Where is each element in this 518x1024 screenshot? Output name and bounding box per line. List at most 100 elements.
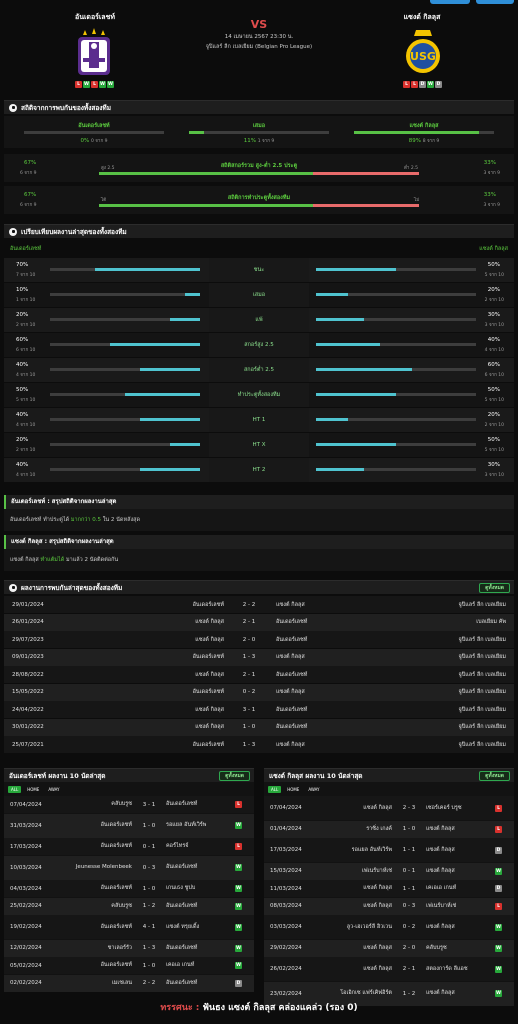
result-row[interactable]: 10/03/2024 Jeunesse Molenbeek 0 - 3 อันเดอร… [4, 855, 254, 880]
home-team-name[interactable]: อันเดอร์เลชท์ [75, 13, 115, 21]
home-team[interactable]: แซงต์ กิลลุส [195, 636, 224, 643]
view-all-h2h-button[interactable]: ดูทั้งหมด [479, 583, 510, 593]
result-row[interactable]: 07/04/2024 คลับบรูซ 3 - 1 อันเดอร์เลชท์ L [4, 796, 254, 813]
home-team[interactable]: เมเชเลน [111, 979, 132, 986]
home-team[interactable]: แซงต์ กิลลุส [195, 619, 224, 625]
home-team[interactable]: เฟเนร์บาห์เช่ [361, 867, 392, 874]
away-team[interactable]: เซอร์เคอร์ บรูซ [426, 804, 462, 811]
home-team[interactable]: อันเดอร์เลชท์ [192, 689, 224, 695]
away-team[interactable]: คอร์ไทรจ์ [166, 843, 189, 849]
competition[interactable]: จูปิแลร์ ลีก เบลเยียม [458, 601, 506, 608]
result-row[interactable]: 08/03/2024 แซงต์ กิลลุส 0 - 3 เฟเนร์บาห์เช่… [264, 897, 514, 915]
h2h-row[interactable]: 28/08/2022 แซงต์ กิลลุส 2 - 1 อันเดอร์เลชท์… [4, 666, 514, 683]
home-team[interactable]: ราซิ่ง เกงค์ [366, 825, 392, 832]
competition[interactable]: จูปิแลร์ ลีก เบลเยียม [458, 741, 506, 748]
view-all-away-button[interactable]: ดูทั้งหมด [479, 771, 510, 781]
h2h-row[interactable]: 25/07/2021 อันเดอร์เลชท์ 1 - 3 แซงต์ กิลลุส… [4, 736, 514, 753]
home-team[interactable]: ชาเลอร์รัว [107, 944, 132, 951]
competition[interactable]: จูปิแลร์ ลีก เบลเยียม [458, 706, 506, 713]
away-team[interactable]: คลับบรูซ [426, 944, 447, 951]
top-button-right[interactable] [476, 0, 514, 4]
away-team[interactable]: อันเดอร์เลชท์ [276, 619, 308, 625]
away-team-logo[interactable]: USG [402, 28, 444, 78]
result-row[interactable]: 17/03/2024 รอแยล อันท์เวิร์พ 1 - 1 แซงต์ กิ… [264, 838, 514, 862]
competition[interactable]: จูปิแลร์ ลีก เบลเยียม [458, 654, 506, 660]
view-all-home-button[interactable]: ดูทั้งหมด [219, 771, 250, 781]
away-team[interactable]: แซงต์ กิลลุส [426, 846, 455, 853]
filter-tab-home[interactable]: HOME [287, 787, 300, 792]
result-row[interactable]: 11/03/2024 แซงต์ กิลลุส 1 - 1 เคเอเอ เกนท์ D [264, 880, 514, 897]
away-team[interactable]: แซงต์ กิลลุส [276, 601, 305, 608]
filter-tab-all[interactable]: ALL [268, 786, 282, 793]
away-team[interactable]: อันเดอร์เลชท์ [166, 979, 198, 986]
result-row[interactable]: 31/03/2024 อันเดอร์เลชท์ 1 - 0 รอแยล อันท์เ… [4, 813, 254, 838]
competition[interactable]: จูปิแลร์ ลีก เบลเยียม [458, 724, 506, 730]
away-team[interactable]: อันเดอร์เลชท์ [166, 944, 198, 951]
away-team[interactable]: อันเดอร์เลชท์ [276, 636, 308, 643]
home-team[interactable]: อันเดอร์เลชท์ [192, 654, 224, 660]
result-row[interactable]: 25/02/2024 คลับบรูซ 1 - 2 อันเดอร์เลชท์ W [4, 897, 254, 915]
result-row[interactable]: 01/04/2024 ราซิ่ง เกงค์ 1 - 0 แซงต์ กิลลุส L [264, 820, 514, 838]
home-team[interactable]: อันเดอร์เลชท์ [100, 822, 132, 828]
away-team[interactable]: แซงต์ กิลลุส [276, 654, 305, 660]
result-row[interactable]: 07/04/2024 แซงต์ กิลลุส 2 - 3 เซอร์เคอร์ บร… [264, 796, 514, 820]
result-row[interactable]: 03/03/2024 ลูว-เฮเวอร์ลี ฮิวเวน 0 - 2 แซงต์… [264, 915, 514, 939]
result-row[interactable]: 26/02/2024 แซงต์ กิลลุส 2 - 1 สตองการ์ด ลีแ… [264, 957, 514, 981]
home-team[interactable]: แซงต์ กิลลุส [363, 965, 392, 972]
home-team[interactable]: แซงต์ กิลลุส [195, 671, 224, 678]
h2h-row[interactable]: 29/07/2023 แซงต์ กิลลุส 2 - 0 อันเดอร์เลชท์… [4, 631, 514, 648]
result-row[interactable]: 02/02/2024 เมเชเลน 2 - 2 อันเดอร์เลชท์ D [4, 974, 254, 992]
home-team[interactable]: ลูว-เฮเวอร์ลี ฮิวเวน [346, 923, 392, 930]
home-team[interactable]: Jeunesse Molenbeek [75, 864, 132, 870]
away-team[interactable]: เฟเนร์บาห์เช่ [426, 902, 457, 909]
away-team[interactable]: แซงต์ กิลลุส [426, 923, 455, 930]
top-button-left[interactable] [430, 0, 470, 4]
match-league[interactable]: จูปิแลร์ ลีก เบลเยียม (Belgian Pro Leagu… [205, 44, 313, 50]
home-team[interactable]: อันเดอร์เลชท์ [100, 962, 132, 968]
home-team[interactable]: แซงต์ กิลลุส [363, 885, 392, 891]
h2h-row[interactable]: 29/01/2024 อันเดอร์เลชท์ 2 - 2 แซงต์ กิลลุส… [4, 596, 514, 613]
h2h-row[interactable]: 30/01/2022 แซงต์ กิลลุส 1 - 0 อันเดอร์เลชท์… [4, 718, 514, 736]
filter-tab-away[interactable]: AWAY [48, 787, 60, 792]
away-team[interactable]: อันเดอร์เลชท์ [166, 902, 198, 909]
result-row[interactable]: 17/03/2024 อันเดอร์เลชท์ 0 - 1 คอร์ไทรจ์ L [4, 838, 254, 855]
competition[interactable]: จูปิแลร์ ลีก เบลเยียม [458, 636, 506, 643]
result-row[interactable]: 12/02/2024 ชาเลอร์รัว 1 - 3 อันเดอร์เลชท์ W [4, 939, 254, 957]
away-team[interactable]: รอแยล อันท์เวิร์พ [166, 822, 207, 828]
away-team[interactable]: เกนเธง ชูปบ [166, 885, 196, 891]
home-team[interactable]: คลับบรูซ [111, 902, 132, 909]
home-team[interactable]: อันเดอร์เลชท์ [100, 843, 132, 849]
home-team[interactable]: แซงต์ กิลลุส [363, 804, 392, 811]
away-team[interactable]: อันเดอร์เลชท์ [276, 724, 308, 730]
home-team[interactable]: แซงต์ กิลลุส [363, 944, 392, 951]
away-team[interactable]: แซงต์ กิลลุส [276, 741, 305, 748]
home-team[interactable]: อันเดอร์เลชท์ [100, 923, 132, 930]
home-team[interactable]: รอแยล อันท์เวิร์พ [351, 846, 392, 853]
result-row[interactable]: 23/02/2024 โอเอิกเซ แฟร์เคิฟอิร์ต 1 - 2 แซง… [264, 981, 514, 1006]
home-team[interactable]: อันเดอร์เลชท์ [100, 885, 132, 891]
away-team[interactable]: อันเดอร์เลชท์ [166, 864, 198, 870]
away-team[interactable]: แซงต์ กิลลุส [426, 990, 455, 996]
filter-tab-all[interactable]: ALL [8, 786, 22, 793]
away-team[interactable]: แซงต์ ทรุยเดิ้ง [166, 923, 200, 930]
home-team[interactable]: คลับบรูซ [111, 801, 132, 807]
h2h-row[interactable]: 26/01/2024 แซงต์ กิลลุส 2 - 1 อันเดอร์เลชท์… [4, 613, 514, 631]
away-team[interactable]: แซงต์ กิลลุส [276, 689, 305, 695]
away-team[interactable]: เคอเอ เกนท์ [166, 962, 195, 968]
result-row[interactable]: 15/03/2024 เฟเนร์บาห์เช่ 0 - 1 แซงต์ กิลลุส… [264, 862, 514, 880]
away-team-name[interactable]: แซงต์ กิลลุส [403, 13, 441, 21]
home-team[interactable]: อันเดอร์เลชท์ [192, 741, 224, 748]
away-team[interactable]: อันเดอร์เลชท์ [276, 671, 308, 678]
h2h-row[interactable]: 09/01/2023 อันเดอร์เลชท์ 1 - 3 แซงต์ กิลลุส… [4, 648, 514, 666]
filter-tab-home[interactable]: HOME [27, 787, 40, 792]
result-row[interactable]: 04/03/2024 อันเดอร์เลชท์ 1 - 0 เกนเธง ชูปบ W [4, 880, 254, 897]
filter-tab-away[interactable]: AWAY [308, 787, 320, 792]
away-team[interactable]: อันเดอร์เลชท์ [276, 706, 308, 713]
home-team-logo[interactable] [73, 28, 115, 78]
away-team[interactable]: แซงต์ กิลลุส [426, 867, 455, 874]
home-team[interactable]: อันเดอร์เลชท์ [192, 601, 224, 608]
away-team[interactable]: สตองการ์ด ลีแอช [426, 965, 468, 972]
result-row[interactable]: 19/02/2024 อันเดอร์เลชท์ 4 - 1 แซงต์ ทรุยเด… [4, 915, 254, 939]
away-team[interactable]: แซงต์ กิลลุส [426, 825, 455, 832]
home-team[interactable]: โอเอิกเซ แฟร์เคิฟอิร์ต [340, 990, 392, 996]
